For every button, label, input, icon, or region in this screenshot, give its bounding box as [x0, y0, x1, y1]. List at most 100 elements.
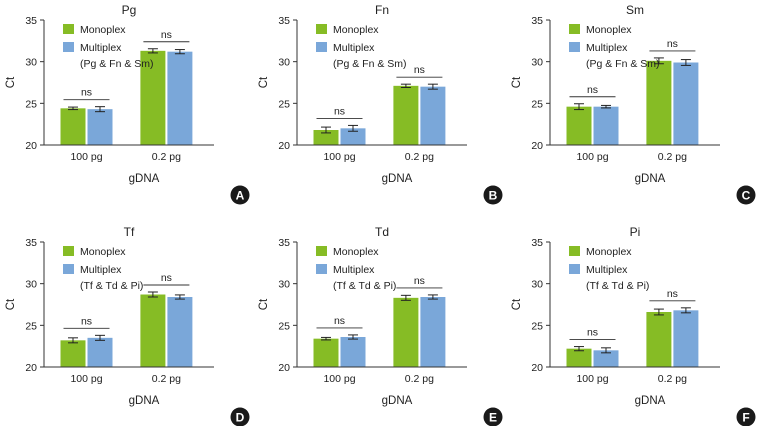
y-axis-label: Ct	[511, 298, 523, 310]
y-axis-label: Ct	[5, 298, 17, 310]
panel-badge	[736, 407, 756, 426]
x-axis-label: gDNA	[382, 395, 413, 407]
legend-swatch-multiplex	[569, 42, 580, 52]
legend-label-multiplex: Multiplex	[80, 264, 122, 276]
bar-monoplex-0	[313, 338, 339, 367]
chart-panel-e: Td 20 25 30 35 Ct ns 100 pg ns 0.2 pg gDNA Monoplex…	[258, 225, 503, 426]
y-tick-label: 35	[25, 15, 37, 27]
y-tick-label: 30	[531, 279, 543, 291]
y-tick-label: 30	[25, 279, 37, 291]
bar-multiplex-1	[167, 297, 193, 367]
y-tick-label: 20	[25, 362, 37, 374]
bar-multiplex-0	[87, 109, 113, 145]
y-tick-label: 25	[531, 320, 543, 332]
y-tick-label: 35	[278, 15, 290, 27]
bar-monoplex-1	[393, 85, 419, 145]
legend-swatch-multiplex	[316, 264, 327, 274]
y-tick-label: 30	[278, 279, 290, 291]
legend-label-multiplex-targets: (Tf & Td & Pi)	[80, 280, 143, 292]
bar-monoplex-1	[393, 297, 419, 367]
legend-swatch-monoplex	[569, 246, 580, 256]
x-tick-label: 100 pg	[323, 373, 355, 385]
legend-swatch-monoplex	[569, 24, 580, 34]
panel-letter: E	[489, 411, 497, 425]
legend-label-multiplex-targets: (Pg & Fn & Sm)	[80, 58, 154, 70]
chart-panel-a: Pg 20 25 30 35 Ct ns 100 pg ns 0.2 pg gDNA Monoplex…	[5, 3, 250, 205]
legend-label-multiplex-targets: (Tf & Td & Pi)	[586, 280, 649, 292]
legend-swatch-multiplex	[316, 42, 327, 52]
x-tick-label: 0.2 pg	[152, 373, 181, 385]
chart-title: Tf	[124, 225, 135, 239]
y-tick-label: 25	[278, 98, 290, 110]
x-tick-label: 100 pg	[70, 151, 102, 163]
bar-monoplex-0	[566, 106, 592, 145]
x-tick-label: 0.2 pg	[405, 373, 434, 385]
y-tick-label: 25	[278, 320, 290, 332]
legend-swatch-multiplex	[63, 42, 74, 52]
significance-label: ns	[667, 288, 678, 300]
y-axis-label: Ct	[5, 76, 17, 88]
y-tick-label: 20	[531, 140, 543, 152]
y-tick-label: 25	[531, 98, 543, 110]
x-tick-label: 100 pg	[576, 373, 608, 385]
panel-letter: D	[236, 411, 245, 425]
panel-letter: A	[236, 189, 245, 203]
bar-multiplex-1	[673, 310, 699, 367]
legend-label-multiplex-targets: (Pg & Fn & Sm)	[586, 58, 660, 70]
significance-label: ns	[334, 315, 345, 327]
bar-multiplex-1	[673, 62, 699, 145]
x-tick-label: 0.2 pg	[152, 151, 181, 163]
panel-badge	[483, 185, 503, 205]
bar-monoplex-1	[646, 60, 672, 146]
legend-label-multiplex: Multiplex	[333, 42, 375, 54]
legend-swatch-monoplex	[63, 246, 74, 256]
significance-label: ns	[161, 29, 172, 41]
panel-letter: F	[742, 411, 749, 425]
y-tick-label: 30	[278, 57, 290, 69]
legend-label-monoplex: Monoplex	[586, 246, 632, 258]
y-tick-label: 20	[531, 362, 543, 374]
chart-panel-b: Fn 20 25 30 35 Ct ns 100 pg ns 0.2 pg gDNA Monoplex…	[258, 3, 503, 205]
chart-panel-d: Tf 20 25 30 35 Ct ns 100 pg ns 0.2 pg gDNA Monoplex…	[5, 225, 250, 426]
panel-badge	[230, 185, 250, 205]
panel-badge	[483, 407, 503, 426]
panel-badge	[230, 407, 250, 426]
significance-label: ns	[414, 275, 425, 287]
y-tick-label: 20	[25, 140, 37, 152]
legend-label-monoplex: Monoplex	[333, 24, 379, 36]
x-tick-label: 0.2 pg	[405, 151, 434, 163]
panel-letter: C	[742, 189, 751, 203]
legend-label-monoplex: Monoplex	[80, 24, 126, 36]
legend-label-multiplex: Multiplex	[80, 42, 122, 54]
significance-label: ns	[161, 272, 172, 284]
x-tick-label: 0.2 pg	[658, 373, 687, 385]
x-axis-label: gDNA	[129, 395, 160, 407]
legend-label-monoplex: Monoplex	[586, 24, 632, 36]
bar-monoplex-1	[140, 294, 166, 367]
chart-title: Pi	[630, 225, 641, 239]
legend-label-multiplex-targets: (Pg & Fn & Sm)	[333, 58, 407, 70]
significance-label: ns	[587, 84, 598, 96]
chart-panel-f: Pi 20 25 30 35 Ct ns 100 pg ns 0.2 pg gDNA Monoplex…	[511, 225, 756, 426]
bar-multiplex-0	[593, 106, 619, 145]
significance-label: ns	[81, 315, 92, 327]
y-axis-label: Ct	[258, 76, 270, 88]
bar-multiplex-0	[340, 128, 366, 145]
y-tick-label: 25	[25, 320, 37, 332]
significance-label: ns	[587, 327, 598, 339]
chart-title: Td	[375, 225, 389, 239]
y-tick-label: 35	[531, 15, 543, 27]
panel-letter: B	[489, 189, 498, 203]
bar-monoplex-0	[60, 340, 86, 367]
chart-title: Fn	[375, 3, 389, 17]
y-tick-label: 35	[25, 237, 37, 249]
legend-label-multiplex: Multiplex	[586, 264, 628, 276]
legend-label-monoplex: Monoplex	[333, 246, 379, 258]
y-tick-label: 35	[531, 237, 543, 249]
x-axis-label: gDNA	[635, 395, 666, 407]
legend-label-multiplex-targets: (Tf & Td & Pi)	[333, 280, 396, 292]
bar-monoplex-0	[60, 108, 86, 145]
y-tick-label: 20	[278, 140, 290, 152]
y-tick-label: 20	[278, 362, 290, 374]
